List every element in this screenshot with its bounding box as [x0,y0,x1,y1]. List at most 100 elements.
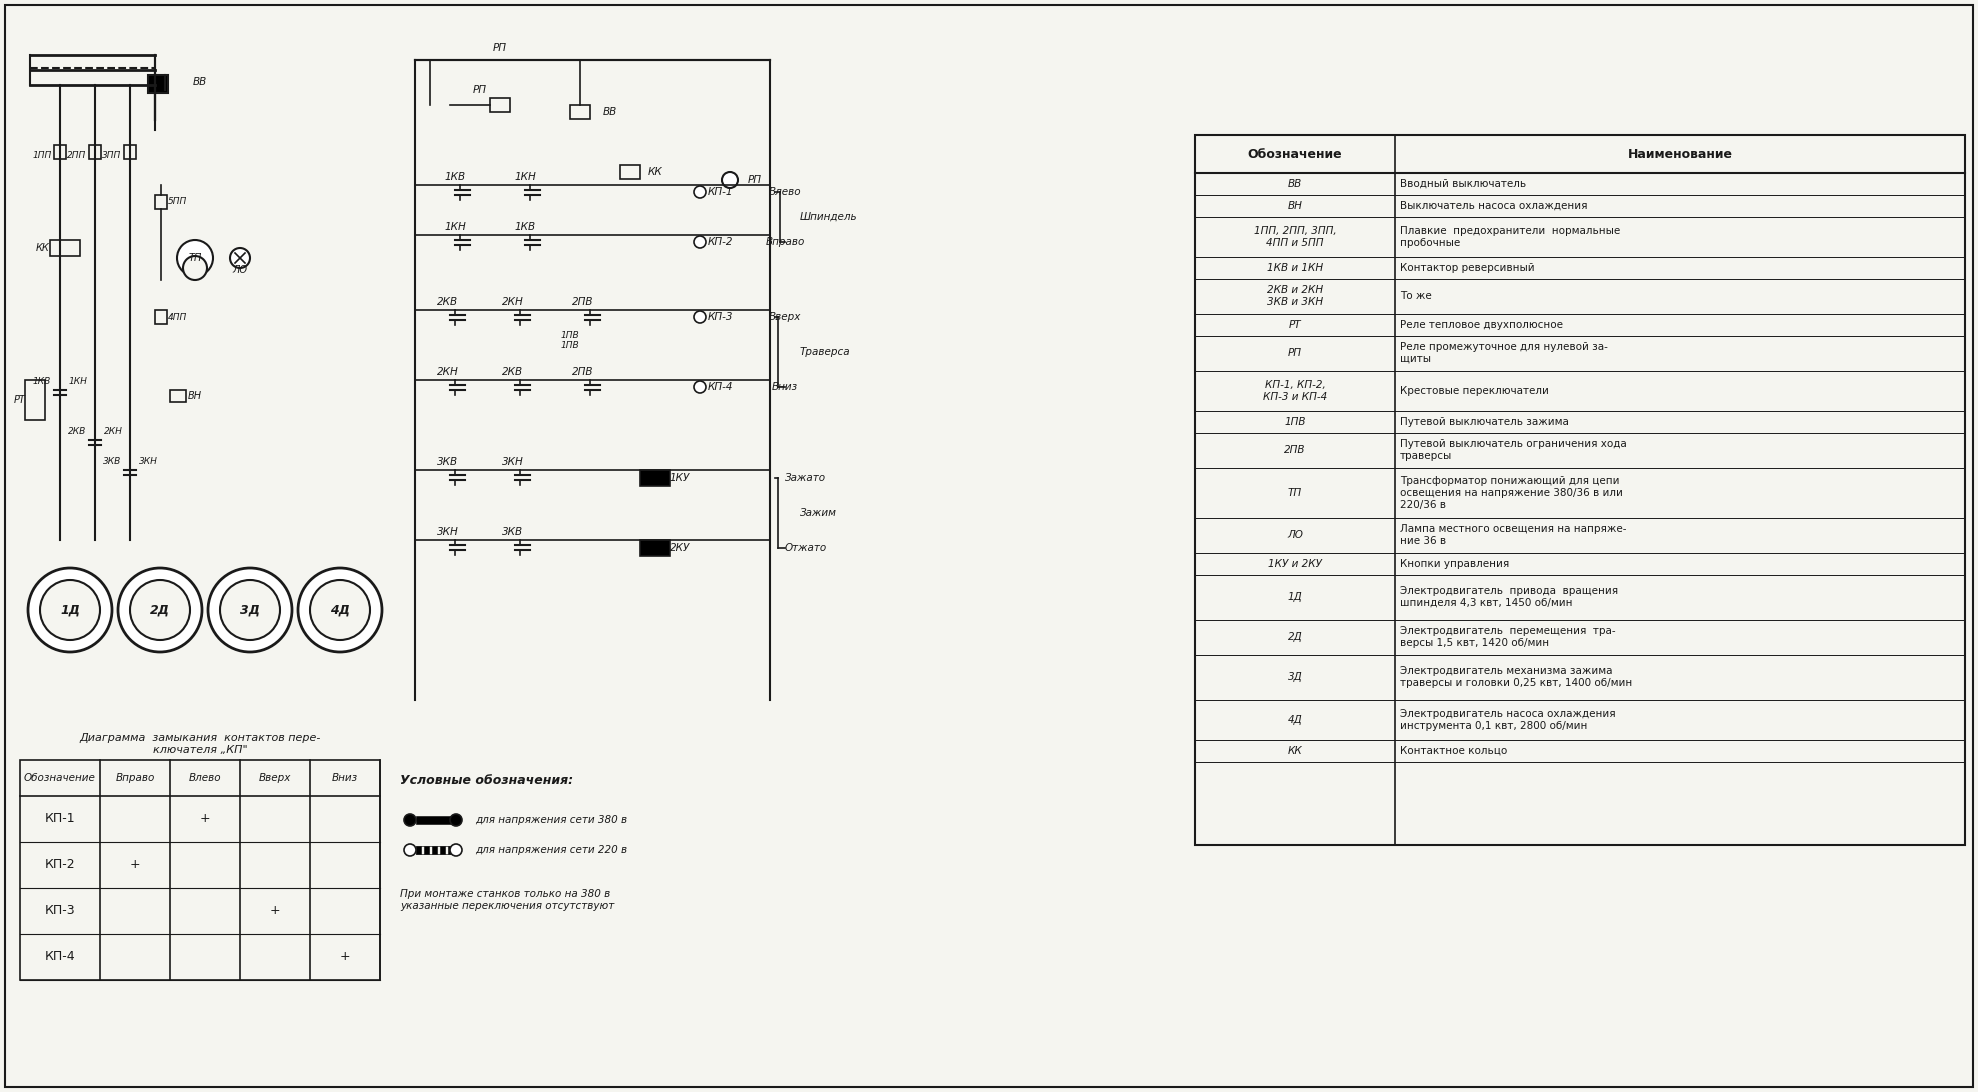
Text: КП-2: КП-2 [45,858,75,871]
Circle shape [722,173,738,188]
Text: Вверх: Вверх [769,312,801,322]
Text: Вверх: Вверх [259,773,291,783]
Text: 1Д: 1Д [1288,592,1302,602]
Circle shape [404,844,415,856]
Text: ВВ: ВВ [603,107,617,117]
Bar [154,310,166,324]
Bar [447,846,453,854]
Text: ТП: ТП [188,253,202,263]
Text: 3Д: 3Д [1288,672,1302,682]
Text: РП: РП [493,43,506,54]
Bar [415,816,457,824]
Text: 4Д: 4Д [330,604,350,617]
Text: Зажим: Зажим [799,508,837,518]
Text: РТ: РТ [1290,320,1302,330]
Bar [431,846,437,854]
Text: Вправо: Вправо [115,773,154,783]
Bar [89,145,101,159]
Text: При монтаже станков только на 380 в
указанные переключения отсутствуют: При монтаже станков только на 380 в указ… [400,889,615,911]
Circle shape [299,568,382,652]
Text: ЛО: ЛО [1288,530,1304,541]
Text: КК: КК [36,244,49,253]
Text: Обозначение: Обозначение [1248,147,1343,161]
Text: 2КВ: 2КВ [502,367,524,377]
Circle shape [40,580,101,640]
Text: Зажато: Зажато [785,473,827,483]
Bar [154,195,166,209]
Text: КП-3: КП-3 [708,312,732,322]
Text: 2Д: 2Д [1288,632,1302,642]
Text: 2КУ: 2КУ [671,543,690,553]
Circle shape [28,568,113,652]
Text: КП-1: КП-1 [708,187,732,197]
Bar [1195,135,1964,845]
Text: Условные обозначения:: Условные обозначения: [400,773,574,786]
Text: 3КВ: 3КВ [502,527,524,537]
Text: 2ПП: 2ПП [67,151,87,159]
Circle shape [694,381,706,393]
Text: 1КУ и 2КУ: 1КУ и 2КУ [1268,559,1321,569]
Bar [415,846,421,854]
Text: 4ПП: 4ПП [168,312,186,321]
Text: ВВ: ВВ [194,78,208,87]
Text: Контактор реверсивный: Контактор реверсивный [1400,263,1535,273]
Bar [53,145,65,159]
Text: КП-4: КП-4 [708,382,732,392]
Bar [148,75,168,93]
Text: 1КВ: 1КВ [445,173,465,182]
Text: 1КН: 1КН [514,173,536,182]
Text: Реле промежуточное для нулевой за-
щиты: Реле промежуточное для нулевой за- щиты [1400,342,1608,364]
Text: ТП: ТП [1288,488,1302,498]
Text: Диаграмма  замыкания  контактов пере-: Диаграмма замыкания контактов пере- [79,733,320,743]
Text: 2Д: 2Д [150,604,170,617]
Bar [570,105,589,119]
Text: 3КН: 3КН [138,458,158,466]
Text: 1ПВ: 1ПВ [560,331,580,340]
Text: 2КН: 2КН [502,297,524,307]
Text: +: + [131,858,140,871]
Text: Крестовые переключатели: Крестовые переключатели [1400,385,1549,396]
Text: Наименование: Наименование [1628,147,1733,161]
Text: для напряжения сети 220 в: для напряжения сети 220 в [475,845,627,855]
Text: Отжато: Отжато [785,543,827,553]
Text: 3Д: 3Д [239,604,259,617]
Text: РП: РП [1288,348,1302,358]
Bar [20,760,380,980]
Text: Путевой выключатель зажима: Путевой выключатель зажима [1400,417,1569,427]
Text: ЛО: ЛО [233,265,247,275]
Text: 3ПП: 3ПП [103,151,121,159]
Text: Вправо: Вправо [765,237,805,247]
Text: +: + [200,812,210,826]
Circle shape [694,311,706,323]
Text: 1КН: 1КН [69,378,87,387]
Text: Траверса: Траверса [799,347,851,357]
Text: Контактное кольцо: Контактное кольцо [1400,746,1507,756]
Text: для напряжения сети 380 в: для напряжения сети 380 в [475,815,627,824]
Text: 1КВ и 1КН: 1КВ и 1КН [1268,263,1323,273]
Circle shape [184,256,208,280]
Circle shape [451,814,463,826]
Bar [491,98,510,112]
Circle shape [311,580,370,640]
Text: ключателя „КП": ключателя „КП" [152,745,247,755]
Circle shape [694,186,706,198]
Text: ВВ: ВВ [1288,179,1302,189]
Text: Реле тепловое двухполюсное: Реле тепловое двухполюсное [1400,320,1563,330]
Text: 1КН: 1КН [445,222,467,232]
Bar [125,145,136,159]
Text: Выключатель насоса охлаждения: Выключатель насоса охлаждения [1400,201,1588,211]
Text: Вниз: Вниз [771,382,797,392]
Text: Кнопки управления: Кнопки управления [1400,559,1509,569]
Text: КП-2: КП-2 [708,237,732,247]
Text: Электродвигатель механизма зажима
траверсы и головки 0,25 квт, 1400 об/мин: Электродвигатель механизма зажима травер… [1400,666,1632,688]
Text: ВН: ВН [188,391,202,401]
Text: Трансформатор понижающий для цепи
освещения на напряжение 380/36 в или
220/36 в: Трансформатор понижающий для цепи освеще… [1400,476,1622,510]
Text: Вниз: Вниз [332,773,358,783]
Bar [439,846,445,854]
Text: 1ПП, 2ПП, 3ПП,
4ПП и 5ПП: 1ПП, 2ПП, 3ПП, 4ПП и 5ПП [1254,226,1337,248]
Text: РТ: РТ [14,395,26,405]
Text: 2КВ: 2КВ [67,427,87,437]
Text: Шпиндель: Шпиндель [799,212,858,222]
Bar [415,846,457,854]
Text: 2КН: 2КН [437,367,459,377]
